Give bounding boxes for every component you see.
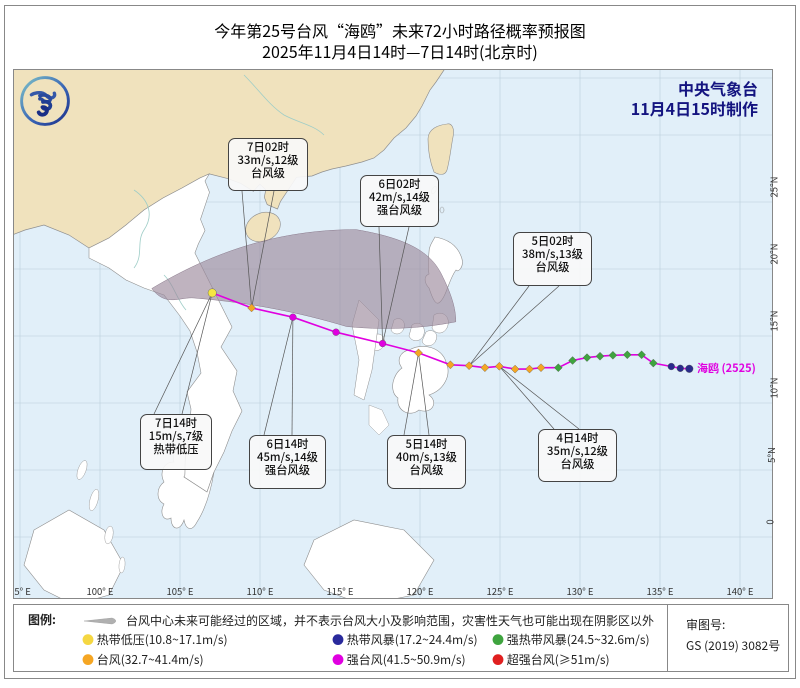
svg-text:海鸥 (2525): 海鸥 (2525) <box>697 360 756 376</box>
